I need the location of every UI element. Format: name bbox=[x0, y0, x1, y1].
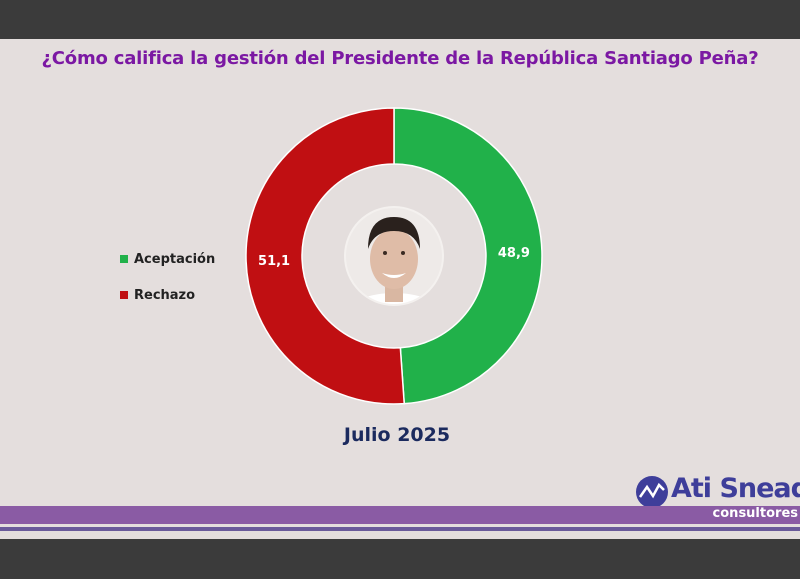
legend-swatch-rechazo bbox=[120, 291, 128, 299]
data-label-rechazo: 51,1 bbox=[258, 254, 290, 269]
legend-item-rechazo: Rechazo bbox=[120, 285, 215, 305]
legend-label-rechazo: Rechazo bbox=[134, 287, 196, 303]
logo-name: Ati Snead bbox=[671, 473, 800, 504]
logo-icon bbox=[636, 476, 668, 508]
legend-item-aceptacion: Aceptación bbox=[120, 249, 215, 269]
legend-swatch-aceptacion bbox=[120, 255, 128, 263]
footer-thin-band bbox=[0, 527, 800, 531]
legend-label-aceptacion: Aceptación bbox=[134, 251, 216, 267]
logo-subtitle: consultores bbox=[712, 506, 798, 521]
slide: ¿Cómo califica la gestión del Presidente… bbox=[0, 39, 800, 539]
slice-aceptacion bbox=[393, 107, 543, 405]
date-label: Julio 2025 bbox=[343, 424, 451, 446]
legend: Aceptación Rechazo bbox=[120, 249, 215, 321]
ati-snead-logo: Ati Snead consultores bbox=[635, 473, 800, 523]
donut-chart: 48,9 51,1 bbox=[245, 107, 543, 405]
chart-title: ¿Cómo califica la gestión del Presidente… bbox=[41, 48, 759, 69]
footer-band bbox=[0, 506, 800, 524]
data-label-aceptacion: 48,9 bbox=[498, 246, 530, 261]
slice-rechazo bbox=[245, 107, 406, 405]
president-photo bbox=[344, 206, 444, 306]
